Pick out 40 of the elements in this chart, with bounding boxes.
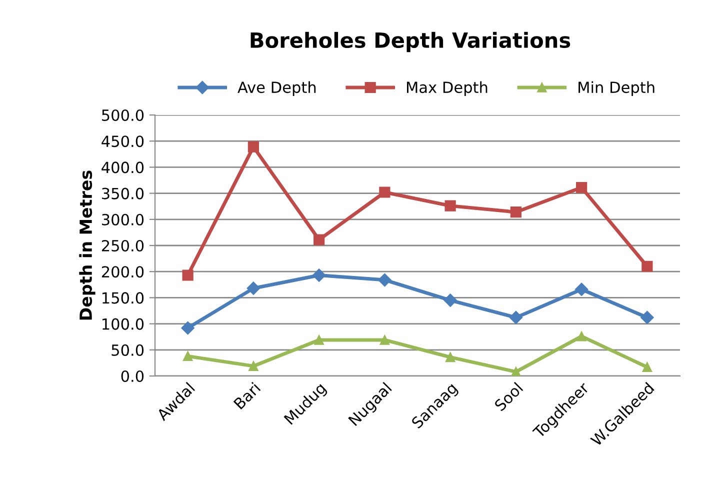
point [640,310,654,324]
y-tick-label: 200.0 [102,266,144,278]
y-tick-label: 250.0 [102,240,144,252]
y-tick-label: 400.0 [102,162,144,174]
point [509,310,523,324]
point [248,141,259,152]
chart-title: Boreholes Depth Variations [250,32,570,52]
point [642,260,653,272]
point [511,366,521,376]
point [576,331,586,342]
point [379,186,390,198]
point [182,351,193,362]
point [642,362,652,372]
point [576,182,588,194]
legend-label: Ave Depth [238,81,316,96]
y-tick-label: 450.0 [102,136,144,148]
point [246,282,260,295]
point [314,234,325,246]
point [378,273,392,287]
point [182,270,194,281]
y-tick-label: 0.0 [121,370,144,382]
y-tick-label: 300.0 [102,214,144,226]
point [181,321,194,335]
y-tick-label: 100.0 [102,318,144,330]
y-tick-label: 150.0 [102,292,144,304]
y-tick-label: 350.0 [102,188,144,200]
y-tick-label: 500.0 [102,109,144,122]
point [312,268,326,282]
point [444,294,457,307]
point [444,200,456,212]
point [314,335,324,345]
legend-label: Max Depth [406,81,488,96]
y-tick-label: 50.0 [112,344,144,356]
point [574,282,588,296]
legend-label: Min Depth [578,81,654,96]
point [445,352,456,362]
point [248,361,258,371]
y-axis-title: Depth in Metres [79,170,96,320]
point [510,206,522,218]
point [380,335,390,345]
